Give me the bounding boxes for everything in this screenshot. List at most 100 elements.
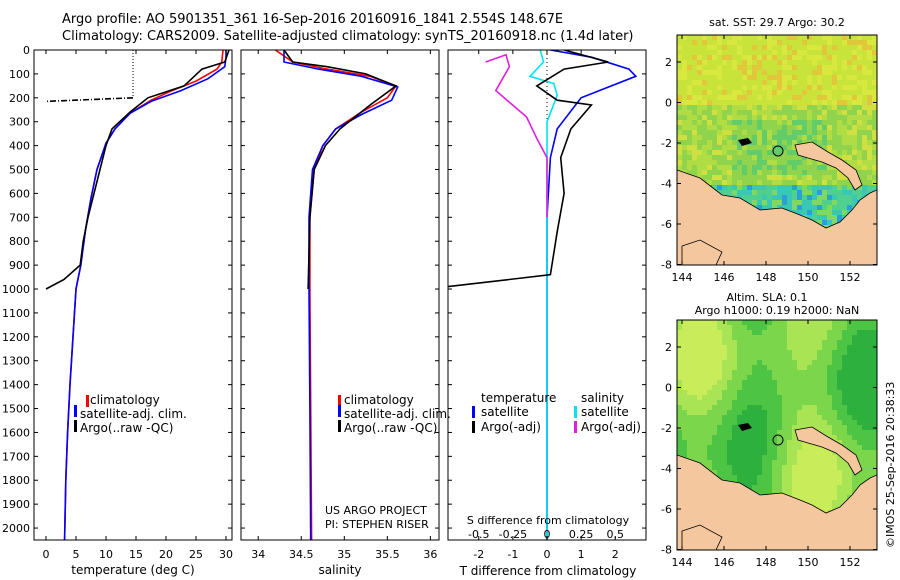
sst-cell [767, 55, 773, 61]
sla-cell [757, 330, 763, 336]
sst-cell [677, 45, 683, 51]
sla-cell [807, 365, 813, 371]
sst-cell [697, 115, 703, 121]
sla-cell [697, 420, 703, 426]
sst-cell [677, 85, 683, 91]
sst-cell [782, 70, 788, 76]
sla-cell [767, 395, 773, 401]
sla-cell [772, 330, 778, 336]
sst-cell [862, 110, 868, 116]
sla-cell [722, 410, 728, 416]
sst-cell [802, 165, 808, 171]
sla-cell [762, 375, 768, 381]
sla-cell [812, 415, 818, 421]
sla-cell [677, 415, 683, 421]
sst-cell [807, 100, 813, 106]
sla-cell [792, 450, 798, 456]
sla-cell [707, 390, 713, 396]
sla-cell [847, 465, 853, 471]
sla-cell [692, 335, 698, 341]
sst-cell [722, 150, 728, 156]
sst-cell [742, 130, 748, 136]
sst-cell [677, 90, 683, 96]
sla-cell [862, 375, 868, 381]
sla-cell [782, 445, 788, 451]
salinity-lines [274, 50, 399, 540]
sst-cell [832, 145, 838, 151]
sst-cell [737, 90, 743, 96]
sla-cell [777, 485, 783, 491]
sla-cell [782, 410, 788, 416]
imos-credit: ©IMOS 25-Sep-2016 20:38:33 [884, 381, 897, 548]
sla-cell [817, 485, 823, 491]
sla-cell [772, 325, 778, 331]
sla-cell [707, 465, 713, 471]
sst-cell [862, 115, 868, 121]
sla-cell [737, 415, 743, 421]
sla-cell [712, 365, 718, 371]
sst-cell [827, 45, 833, 51]
sst-cell [677, 70, 683, 76]
sst-cell [742, 170, 748, 176]
legend-swatch-s-argo [574, 421, 577, 433]
sla-cell [837, 395, 843, 401]
sst-cell [842, 50, 848, 56]
sla-cell [827, 385, 833, 391]
sla-cell [677, 360, 683, 366]
sst-cell [817, 35, 823, 41]
sst-cell [717, 180, 723, 186]
sla-cell [812, 405, 818, 411]
sst-cell [682, 150, 688, 156]
sla-cell [692, 395, 698, 401]
sst-cell [692, 170, 698, 176]
sla-cell [802, 490, 808, 496]
sst-cell [847, 160, 853, 166]
sla-cell [692, 435, 698, 441]
sst-cell [842, 140, 848, 146]
sst-cell [807, 190, 813, 196]
sst-cell [782, 135, 788, 141]
sst-cell [707, 165, 713, 171]
sst-cell [817, 115, 823, 121]
sst-cell [812, 190, 818, 196]
sst-cell [812, 185, 818, 191]
sst-cell [842, 205, 848, 211]
sla-cell [817, 350, 823, 356]
sst-cell [802, 120, 808, 126]
sla-cell [862, 465, 868, 471]
sla-cell [742, 375, 748, 381]
sst-cell [782, 75, 788, 81]
sst-cell [772, 185, 778, 191]
sst-cell [747, 170, 753, 176]
sla-cell [757, 435, 763, 441]
sla-cell [857, 430, 863, 436]
sst-cell [692, 135, 698, 141]
sla-cell [862, 345, 868, 351]
sla-cell [812, 485, 818, 491]
sst-cell [752, 115, 758, 121]
sla-cell [767, 360, 773, 366]
sst-cell [757, 60, 763, 66]
sla-cell [787, 320, 793, 326]
sst-cell [772, 165, 778, 171]
sst-cell [792, 205, 798, 211]
sla-cell [712, 435, 718, 441]
sst-cell [732, 80, 738, 86]
sla-cell [717, 410, 723, 416]
sla-cell [752, 385, 758, 391]
sla-cell [732, 355, 738, 361]
sla-cell [822, 460, 828, 466]
sst-cell [827, 180, 833, 186]
sst-cell [742, 195, 748, 201]
sla-cell [682, 335, 688, 341]
sst-cell [722, 35, 728, 41]
sla-cell [852, 320, 858, 326]
sst-cell [707, 180, 713, 186]
sst-cell [867, 160, 873, 166]
sla-cell [742, 390, 748, 396]
sst-cell [802, 190, 808, 196]
sst-cell [732, 75, 738, 81]
sla-cell [862, 400, 868, 406]
sla-cell [727, 345, 733, 351]
sst-cell [847, 50, 853, 56]
